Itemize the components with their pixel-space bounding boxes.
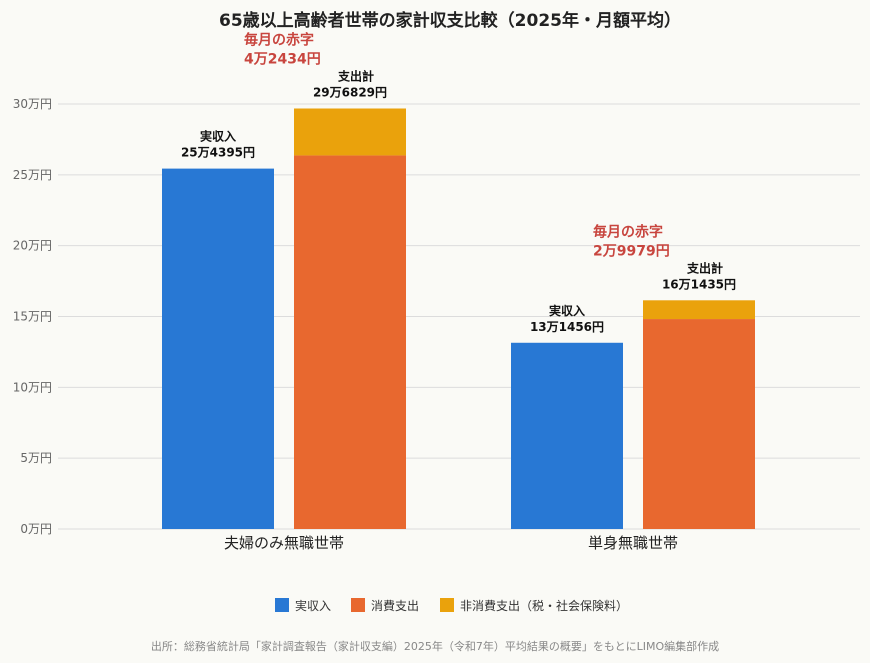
deficit-label: 毎月の赤字 4万2434円 (244, 31, 321, 67)
legend-label: 消費支出 (371, 598, 419, 613)
income-label: 実収入 13万1456円 (530, 303, 604, 334)
chart-title: 65歳以上高齢者世帯の家計収支比較（2025年・月額平均） (219, 10, 681, 31)
legend-label: 非消費支出（税・社会保険料） (460, 598, 628, 613)
bars (162, 108, 755, 530)
y-axis-ticks: 0万円 5万円 10万円 15万円 20万円 25万円 30万円 (13, 97, 52, 536)
y-tick-label: 30万円 (13, 97, 52, 111)
bar-consumption (643, 319, 755, 529)
y-tick-label: 0万円 (20, 522, 52, 536)
legend-swatch (440, 598, 454, 612)
y-tick-label: 15万円 (13, 310, 52, 324)
bar-income (511, 342, 623, 529)
deficit-label: 毎月の赤字 2万9979円 (593, 223, 670, 259)
x-category-label: 単身無職世帯 (588, 534, 678, 552)
legend-label: 実収入 (295, 598, 331, 613)
bar-income (162, 168, 274, 529)
bar-consumption (294, 155, 406, 530)
y-tick-label: 25万円 (13, 168, 52, 182)
y-tick-label: 10万円 (13, 380, 52, 394)
y-tick-label: 5万円 (20, 451, 52, 465)
source-note: 出所：総務省統計局「家計調査報告（家計収支編）2025年（令和7年）平均結果の概… (151, 639, 719, 653)
x-axis-categories: 夫婦のみ無職世帯 単身無職世帯 (224, 534, 678, 552)
y-tick-label: 20万円 (13, 239, 52, 253)
bar-non-consumption (294, 108, 406, 156)
expense-total-label: 支出計 29万6829円 (313, 68, 387, 99)
legend: 実収入 消費支出 非消費支出（税・社会保険料） (275, 598, 628, 613)
income-label: 実収入 25万4395円 (181, 129, 255, 160)
legend-swatch (275, 598, 289, 612)
bar-non-consumption (643, 300, 755, 320)
expense-total-label: 支出計 16万1435円 (662, 260, 736, 291)
legend-swatch (351, 598, 365, 612)
x-category-label: 夫婦のみ無職世帯 (224, 534, 344, 552)
